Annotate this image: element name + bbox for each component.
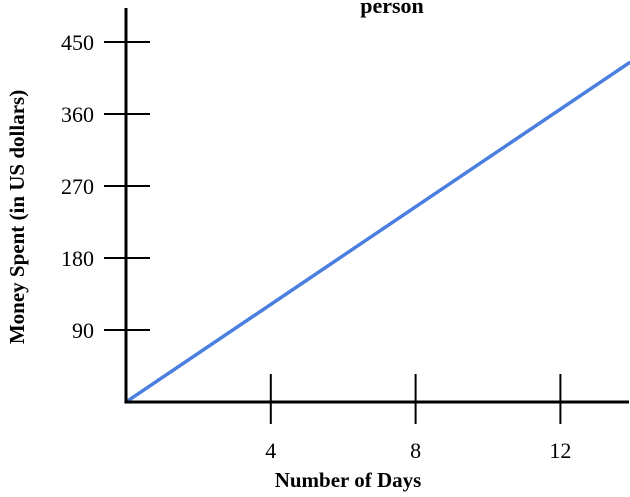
y-tick-label: 90 — [72, 318, 94, 343]
x-axis-title: Number of Days — [275, 468, 422, 492]
y-tick-label: 360 — [61, 102, 94, 127]
y-tick-label: 270 — [61, 174, 94, 199]
y-tick-label: 450 — [61, 30, 94, 55]
y-tick-label: 180 — [61, 246, 94, 271]
y-axis-title: Money Spent (in US dollars) — [5, 90, 29, 344]
chart-title: person — [360, 0, 424, 18]
series-line — [124, 61, 630, 404]
x-tick-label: 12 — [549, 438, 571, 463]
x-tick-label: 8 — [410, 438, 421, 463]
x-tick-label: 4 — [265, 438, 276, 463]
